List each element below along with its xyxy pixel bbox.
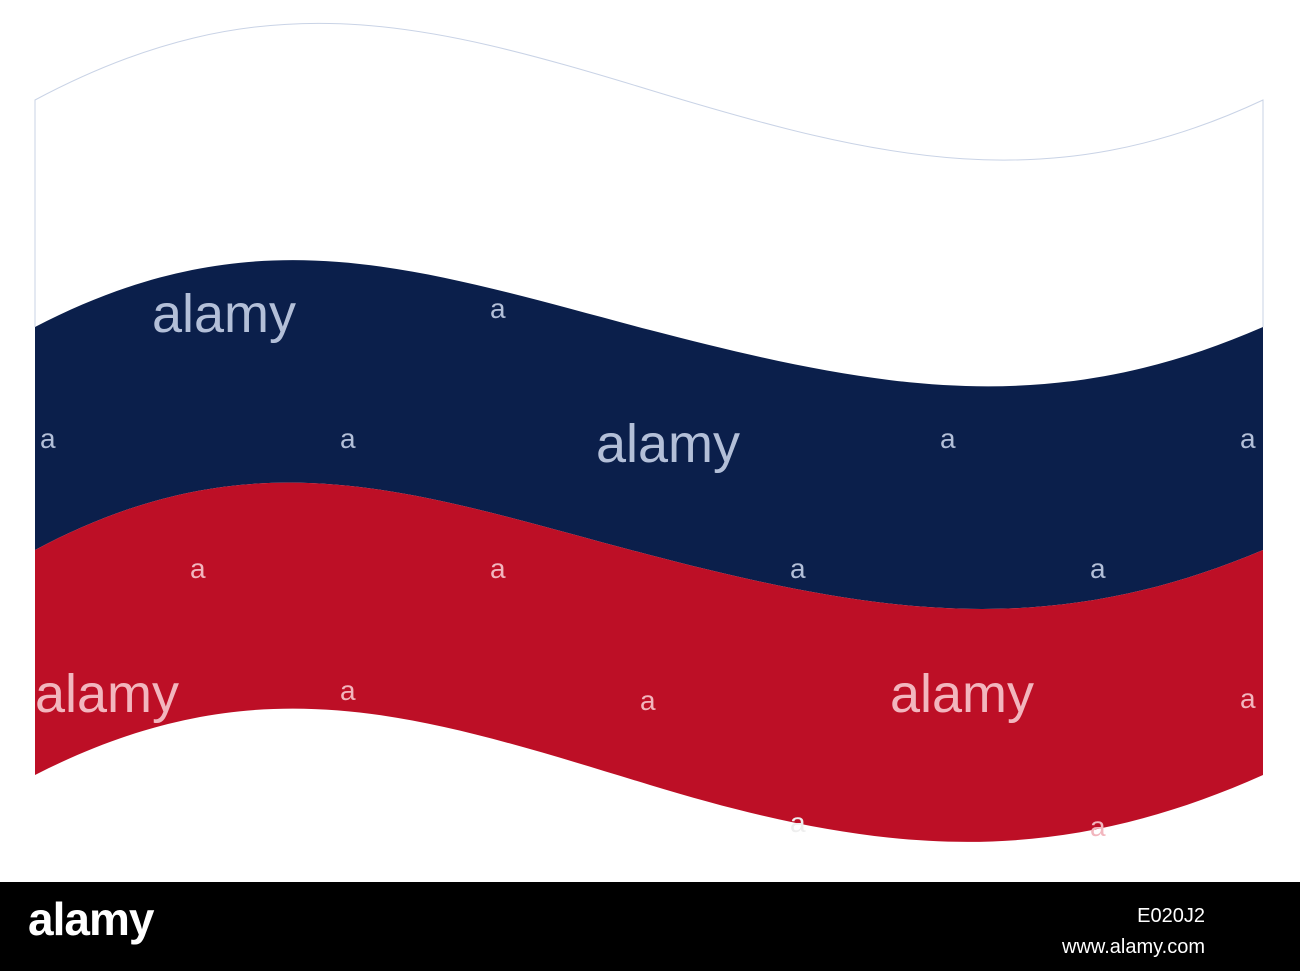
image-id: E020J2 <box>1137 905 1205 927</box>
watermark-letter: a <box>790 553 806 584</box>
watermark-letter: a <box>340 675 356 706</box>
footer-bar: alamy E020J2 www.alamy.com <box>0 882 1300 971</box>
watermark-word: alamy <box>152 284 296 344</box>
watermark-layer: alamy a a a alamy a a a a a a alamy a a … <box>35 284 1256 842</box>
watermark-letter: a <box>640 685 656 716</box>
watermark-word: alamy <box>596 414 740 474</box>
watermark-letter: a <box>790 807 806 838</box>
watermark-letter: a <box>1240 423 1256 454</box>
watermark-letter: a <box>490 553 506 584</box>
watermark-letter: a <box>1090 553 1106 584</box>
waving-flag-graphic: alamy a a a alamy a a a a a a alamy a a … <box>34 22 1264 842</box>
site-url: www.alamy.com <box>1062 936 1205 958</box>
watermark-letter: a <box>490 293 506 324</box>
stripe-white <box>35 23 1263 387</box>
watermark-letter: a <box>340 423 356 454</box>
watermark-word: alamy <box>890 664 1034 724</box>
stripe-blue <box>35 260 1263 609</box>
stripe-red <box>35 482 1263 842</box>
watermark-letter: a <box>1090 811 1106 842</box>
flag-outline <box>34 22 1264 327</box>
watermark-word: alamy <box>35 664 179 724</box>
alamy-logo: alamy <box>28 893 154 945</box>
watermark-letter: a <box>190 553 206 584</box>
flag-image: alamy a a a alamy a a a a a a alamy a a … <box>34 22 1264 842</box>
watermark-letter: a <box>1240 683 1256 714</box>
watermark-letter: a <box>40 423 56 454</box>
watermark-letter: a <box>940 423 956 454</box>
